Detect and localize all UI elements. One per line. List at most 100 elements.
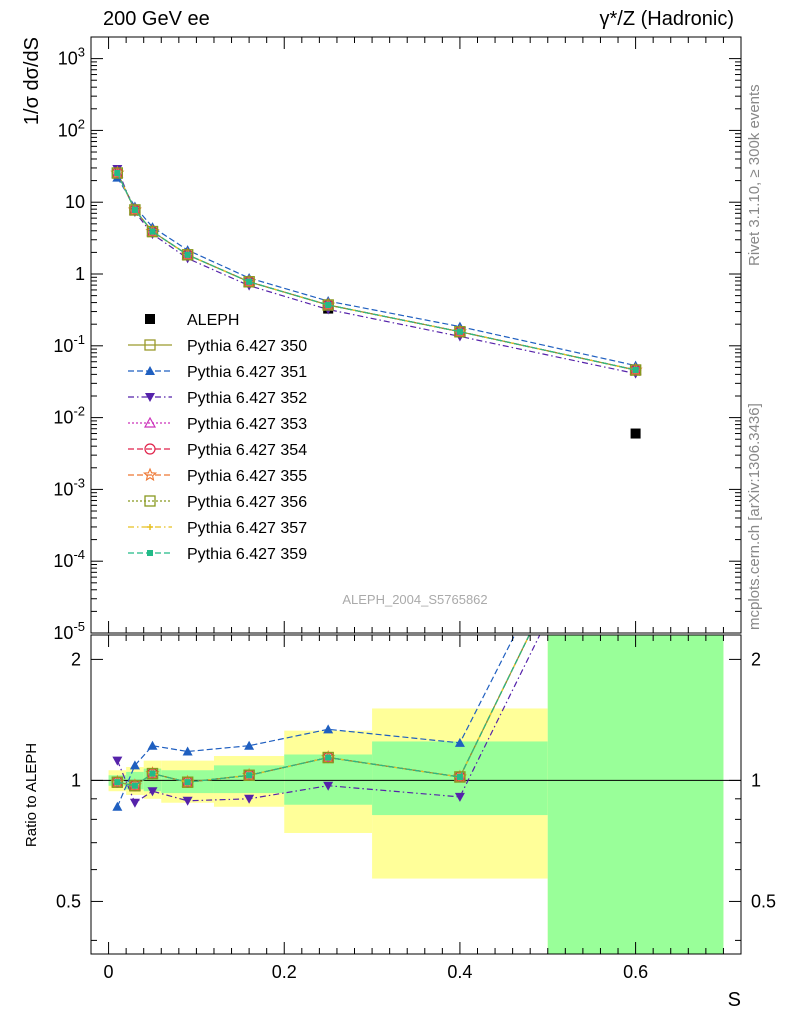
main-point-9-6: [456, 328, 463, 335]
ratio-line-1: [116, 635, 516, 807]
ratio-point-8-2: [149, 770, 156, 777]
ratio-ytick-label-right: 0.5: [751, 891, 776, 911]
legend-marker-4: [143, 416, 157, 428]
ratio-point-1-5: [323, 724, 334, 734]
main-frame: [90, 36, 742, 634]
ratio-point-1-6: [454, 737, 465, 747]
legend-label-3: Pythia 6.427 352: [187, 390, 307, 407]
legend-entry-5: Pythia 6.427 354: [128, 442, 307, 459]
main-ytick-label: 10-5: [53, 619, 85, 643]
ratio-series-2: [112, 635, 541, 808]
legend-label-9: Pythia 6.427 359: [187, 546, 307, 563]
ratio-series: [91, 635, 741, 811]
legend-label-8: Pythia 6.427 357: [187, 520, 307, 537]
xlabel: S: [728, 989, 741, 1011]
legend-entry-8: Pythia 6.427 357: [128, 520, 307, 537]
main-ylabel: 1/σ dσ/dS: [21, 37, 43, 125]
axes: 10-5 10-4 10-3 10-2 10-1 1 10 102 103 0 0.2 0.4 0.6 0…: [21, 36, 776, 1011]
legend-entry-7: Pythia 6.427 356: [128, 494, 307, 511]
ratio-xtick-label: 0.6: [623, 962, 648, 982]
main-line-3: [116, 168, 636, 375]
ratio-point-2-6: [454, 792, 465, 802]
ratio-xtick-label: 0: [104, 962, 114, 982]
ratio-point-2-3: [182, 796, 193, 806]
main-series-0: [323, 303, 641, 439]
ratio-ytick-label: 1: [71, 770, 81, 790]
main-line-9: [116, 172, 636, 371]
legend-entry-0: ALEPH: [145, 312, 239, 329]
ratio-point-2-1: [129, 798, 140, 808]
ratio-ylabel: Ratio to ALEPH: [23, 743, 40, 847]
main-point-7-5: [322, 299, 334, 311]
ratio-point-8-3: [184, 779, 191, 786]
legend-label-7: Pythia 6.427 356: [187, 494, 307, 511]
legend-marker-6: [142, 467, 158, 482]
aleph-point-1: [630, 428, 641, 439]
analysis-watermark: ALEPH_2004_S5765862: [342, 592, 487, 607]
main-ytick-label: 10: [65, 192, 85, 212]
main-ytick-label: 10-4: [53, 547, 85, 571]
ratio-point-8-0: [114, 779, 121, 786]
ratio-point-6-4: [243, 769, 255, 781]
legend-entry-4: Pythia 6.427 353: [128, 416, 307, 433]
main-series-9: [114, 170, 639, 374]
legend-entry-9: Pythia 6.427 359: [128, 546, 307, 563]
main-ytick-label: 102: [58, 116, 85, 140]
ratio-point-8-4: [246, 772, 253, 779]
main-ytick-label: 10-2: [53, 404, 85, 428]
legend-marker-2: [145, 366, 155, 375]
ratio-point-2-2: [147, 787, 158, 797]
main-point-9-5: [325, 302, 332, 309]
header-right-title: γ*/Z (Hadronic): [599, 8, 734, 30]
main-ytick-label: 10-3: [53, 475, 85, 499]
ratio-point-1-3: [182, 746, 193, 756]
main-point-9-3: [184, 251, 191, 258]
ratio-series-8: [114, 635, 530, 789]
main-point-7-2: [146, 225, 159, 238]
header-left-title: 200 GeV ee: [103, 8, 210, 30]
ratio-point-8-6: [456, 773, 463, 780]
ratio-xtick-label: 0.4: [447, 962, 472, 982]
main-point-7-0: [111, 167, 124, 179]
main-point-9-4: [246, 278, 253, 285]
ratio-point-6-2: [146, 767, 159, 780]
main-point-7-1: [129, 204, 141, 216]
ratio-point-1-0: [112, 801, 123, 811]
ratio-point-6-3: [181, 776, 194, 788]
legend-entry-6: Pythia 6.427 355: [128, 467, 307, 485]
legend-label-0: ALEPH: [187, 312, 239, 329]
ratio-xtick-label: 0.2: [272, 962, 297, 982]
ratio-line-2: [116, 635, 541, 804]
legend-entry-1: Pythia 6.427 350: [128, 338, 307, 355]
ratio-point-6-5: [322, 751, 334, 764]
ratio-ytick-label-right: 2: [751, 649, 761, 669]
legend-entry-2: Pythia 6.427 351: [128, 364, 307, 381]
legend-marker-9: [147, 550, 153, 556]
legend-label-5: Pythia 6.427 354: [187, 442, 307, 459]
ratio-ytick-label-right: 1: [751, 770, 761, 790]
main-point-7-7: [629, 364, 642, 376]
main-ytick-label: 103: [58, 45, 85, 69]
legend-marker-7: [144, 495, 156, 507]
ratio-point-6-1: [129, 780, 141, 792]
ratio-ytick-label: 0.5: [56, 891, 81, 911]
legend: ALEPH Pythia 6.427 350 Pythia 6.427 351 Pyt…: [128, 312, 307, 563]
ratio-point-1-2: [147, 740, 158, 750]
ratio-series-1: [112, 635, 516, 811]
main-point-9-7: [632, 367, 639, 374]
main-point-7-4: [243, 276, 255, 288]
ratio-point-2-5: [323, 781, 334, 791]
ratio-point-8-1: [131, 782, 138, 789]
legend-marker-5: [144, 443, 156, 455]
ratio-point-2-0: [112, 756, 123, 766]
legend-label-4: Pythia 6.427 353: [187, 416, 307, 433]
legend-marker-0: [145, 314, 155, 324]
ratio-ytick-label: 2: [71, 649, 81, 669]
main-point-9-0: [114, 170, 121, 177]
ratio-point-6-6: [454, 771, 466, 783]
main-ytick-label: 10-1: [53, 332, 85, 356]
legend-marker-8: [147, 524, 153, 530]
main-point-9-1: [131, 206, 138, 213]
ratio-uncertainty-bands: [108, 635, 724, 954]
